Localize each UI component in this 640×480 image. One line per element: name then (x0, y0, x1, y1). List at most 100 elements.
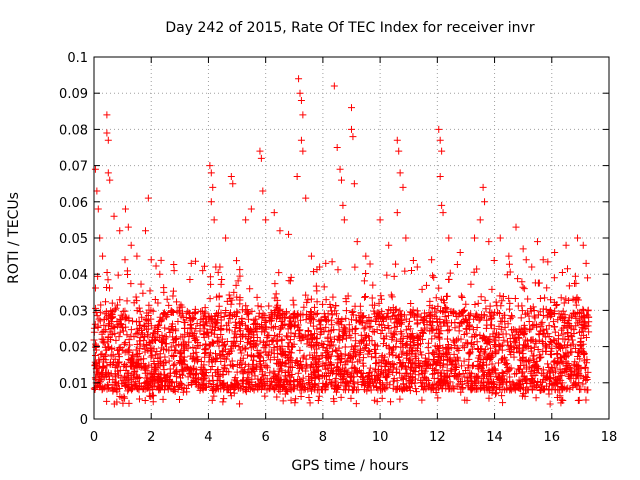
data-point (476, 216, 484, 224)
data-point (121, 205, 129, 213)
data-point (402, 234, 410, 242)
data-point (276, 227, 284, 235)
data-point (436, 136, 444, 144)
data-point (512, 223, 520, 231)
data-point (104, 136, 112, 144)
data-point (299, 147, 307, 155)
data-point (479, 183, 487, 191)
data-point (142, 227, 149, 235)
data-point (322, 259, 330, 267)
data-point (170, 267, 178, 275)
data-point (562, 241, 570, 249)
y-tick-label: 0.02 (59, 341, 88, 356)
x-axis-title: GPS time / hours (291, 458, 408, 474)
y-tick-label: 0 (80, 413, 88, 428)
data-point (399, 183, 407, 191)
x-tick-label: 14 (486, 430, 503, 445)
data-point (428, 256, 436, 264)
data-point (413, 263, 421, 271)
data-point (333, 144, 341, 151)
data-point (395, 147, 403, 155)
data-point (259, 187, 267, 195)
data-point (207, 169, 215, 177)
data-point (104, 169, 112, 177)
data-point (376, 216, 384, 224)
data-point (350, 180, 358, 188)
data-point (396, 169, 404, 177)
data-point (574, 234, 582, 242)
data-point (436, 172, 444, 180)
data-points (90, 75, 593, 408)
x-tick-label: 8 (319, 430, 327, 445)
data-point (485, 238, 493, 246)
data-point (349, 133, 357, 141)
x-tick-label: 2 (147, 430, 155, 445)
data-point (393, 209, 401, 217)
data-point (505, 252, 513, 260)
data-point (227, 172, 235, 180)
data-point (187, 259, 195, 267)
data-point (209, 183, 217, 191)
data-point (302, 194, 310, 202)
data-point (299, 111, 307, 119)
x-tick-label: 16 (544, 430, 561, 445)
data-point (533, 238, 541, 246)
x-tick-label: 6 (262, 430, 270, 445)
data-point (124, 223, 132, 231)
y-tick-label: 0.04 (59, 268, 88, 283)
data-point (438, 147, 446, 155)
data-point (336, 165, 344, 173)
data-point (519, 245, 527, 253)
data-point (103, 129, 111, 137)
data-point (210, 216, 218, 224)
data-point (110, 212, 118, 220)
data-point (206, 162, 214, 170)
x-tick-label: 18 (601, 430, 618, 445)
data-point (257, 154, 265, 162)
y-tick-label: 0.03 (59, 304, 88, 319)
y-tick-label: 0.08 (59, 123, 88, 138)
data-point (528, 263, 536, 271)
data-point (285, 230, 293, 238)
data-point (339, 201, 347, 209)
data-point (207, 198, 215, 206)
y-tick-label: 0.01 (59, 377, 88, 392)
data-point (144, 194, 152, 202)
data-point (348, 104, 355, 112)
y-tick-label: 0.05 (59, 232, 88, 247)
data-point (385, 241, 393, 249)
data-point (262, 216, 270, 224)
data-point (496, 234, 504, 242)
data-point (435, 125, 443, 133)
x-tick-label: 10 (372, 430, 389, 445)
data-point (551, 248, 559, 256)
x-tick-label: 12 (429, 430, 446, 445)
data-point (295, 75, 303, 83)
x-tick-label: 0 (90, 430, 98, 445)
axis-ticks: 0 2 4 6 8 10 12 14 16 18 0 0.01 0.02 0.03 0.04 0.05 0.06… (59, 51, 617, 445)
data-point (456, 248, 464, 256)
data-point (156, 270, 164, 278)
data-point (147, 256, 155, 264)
data-point (362, 252, 370, 260)
data-point (222, 234, 230, 242)
grid-lines (94, 57, 609, 419)
data-point (539, 256, 547, 264)
data-point (337, 176, 345, 184)
data-point (242, 216, 250, 224)
data-point (445, 234, 453, 242)
y-tick-label: 0.07 (59, 160, 88, 175)
data-point (91, 165, 99, 173)
data-point (579, 241, 587, 249)
data-point (393, 136, 401, 144)
data-point (348, 125, 355, 133)
x-tick-label: 4 (204, 430, 212, 445)
data-point (103, 111, 111, 119)
y-tick-label: 0.06 (59, 196, 88, 211)
data-point (270, 209, 278, 217)
data-point (438, 201, 446, 209)
data-point (471, 234, 479, 242)
data-point (256, 147, 264, 155)
data-point (584, 274, 592, 282)
data-point (439, 209, 447, 217)
